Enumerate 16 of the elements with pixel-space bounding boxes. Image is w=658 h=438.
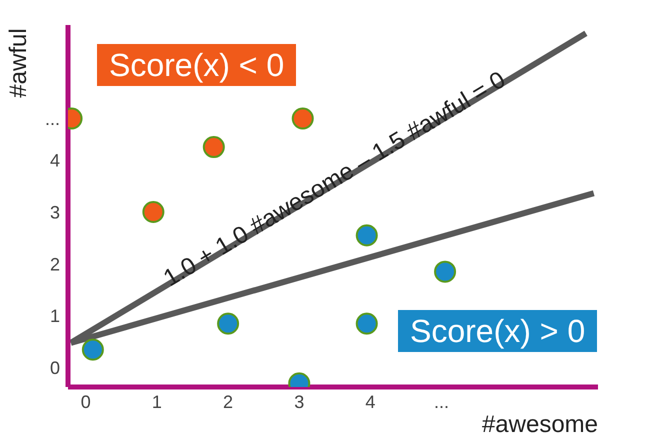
- x-tick-label: 3: [294, 392, 304, 412]
- x-axis-title: #awesome: [482, 411, 598, 438]
- y-tick-label: 3: [50, 202, 60, 222]
- annotation: Score(x) > 0: [398, 310, 598, 352]
- y-tick-label: ...: [44, 108, 60, 129]
- y-tick-label: 0: [50, 358, 60, 378]
- x-tick-label: ...: [434, 392, 449, 412]
- y-tick-label: 2: [50, 254, 60, 274]
- y-tick-label: 4: [50, 150, 60, 170]
- annotation: Score(x) < 0: [97, 44, 296, 86]
- x-tick-label: 0: [80, 392, 91, 412]
- y-axis-title: #awful: [5, 28, 32, 98]
- x-tick-label: 4: [365, 392, 376, 412]
- y-tick-label: 1: [50, 306, 60, 326]
- x-tick-label: 2: [223, 392, 234, 412]
- x-tick-label: 1: [152, 392, 162, 412]
